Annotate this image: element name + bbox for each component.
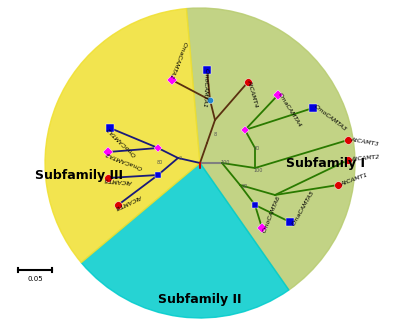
Text: 0: 0 [178, 155, 182, 160]
Text: 80: 80 [254, 145, 260, 151]
Wedge shape [45, 9, 200, 263]
Text: CmaCAMTA1: CmaCAMTA1 [168, 41, 187, 80]
Text: CmaCAMTA2: CmaCAMTA2 [104, 150, 143, 169]
Text: AtCAMT8: AtCAMT8 [115, 193, 143, 209]
Text: CmoCAMTA3: CmoCAMTA3 [314, 104, 348, 132]
Text: Subfamily I: Subfamily I [286, 157, 365, 169]
Text: 0.05: 0.05 [27, 276, 43, 282]
Text: CmoCAMTA2: CmoCAMTA2 [105, 125, 137, 157]
Text: 80: 80 [242, 184, 248, 189]
Text: AtCAMT5: AtCAMT5 [105, 176, 134, 184]
Text: 100: 100 [220, 160, 230, 166]
Text: CmoCAMTA6: CmoCAMTA6 [262, 194, 281, 233]
Text: 8: 8 [214, 132, 216, 137]
Text: 80: 80 [157, 160, 163, 166]
Text: 100: 100 [253, 167, 263, 173]
Text: Subfamily II: Subfamily II [158, 293, 242, 307]
Text: AtCAMT4: AtCAMT4 [246, 79, 259, 108]
Text: Subfamily III: Subfamily III [35, 168, 123, 182]
Wedge shape [186, 8, 355, 290]
Text: CmaCAMTA4: CmaCAMTA4 [277, 92, 302, 128]
Text: AtCAMT2: AtCAMT2 [351, 155, 380, 162]
Text: AtCAMT1: AtCAMT1 [340, 173, 369, 187]
Text: CmaCAMTA5: CmaCAMTA5 [291, 189, 315, 226]
Wedge shape [81, 163, 289, 318]
Text: AtCAMT3: AtCAMT3 [350, 137, 380, 147]
Text: CmoCAMTA1: CmoCAMTA1 [202, 68, 208, 108]
